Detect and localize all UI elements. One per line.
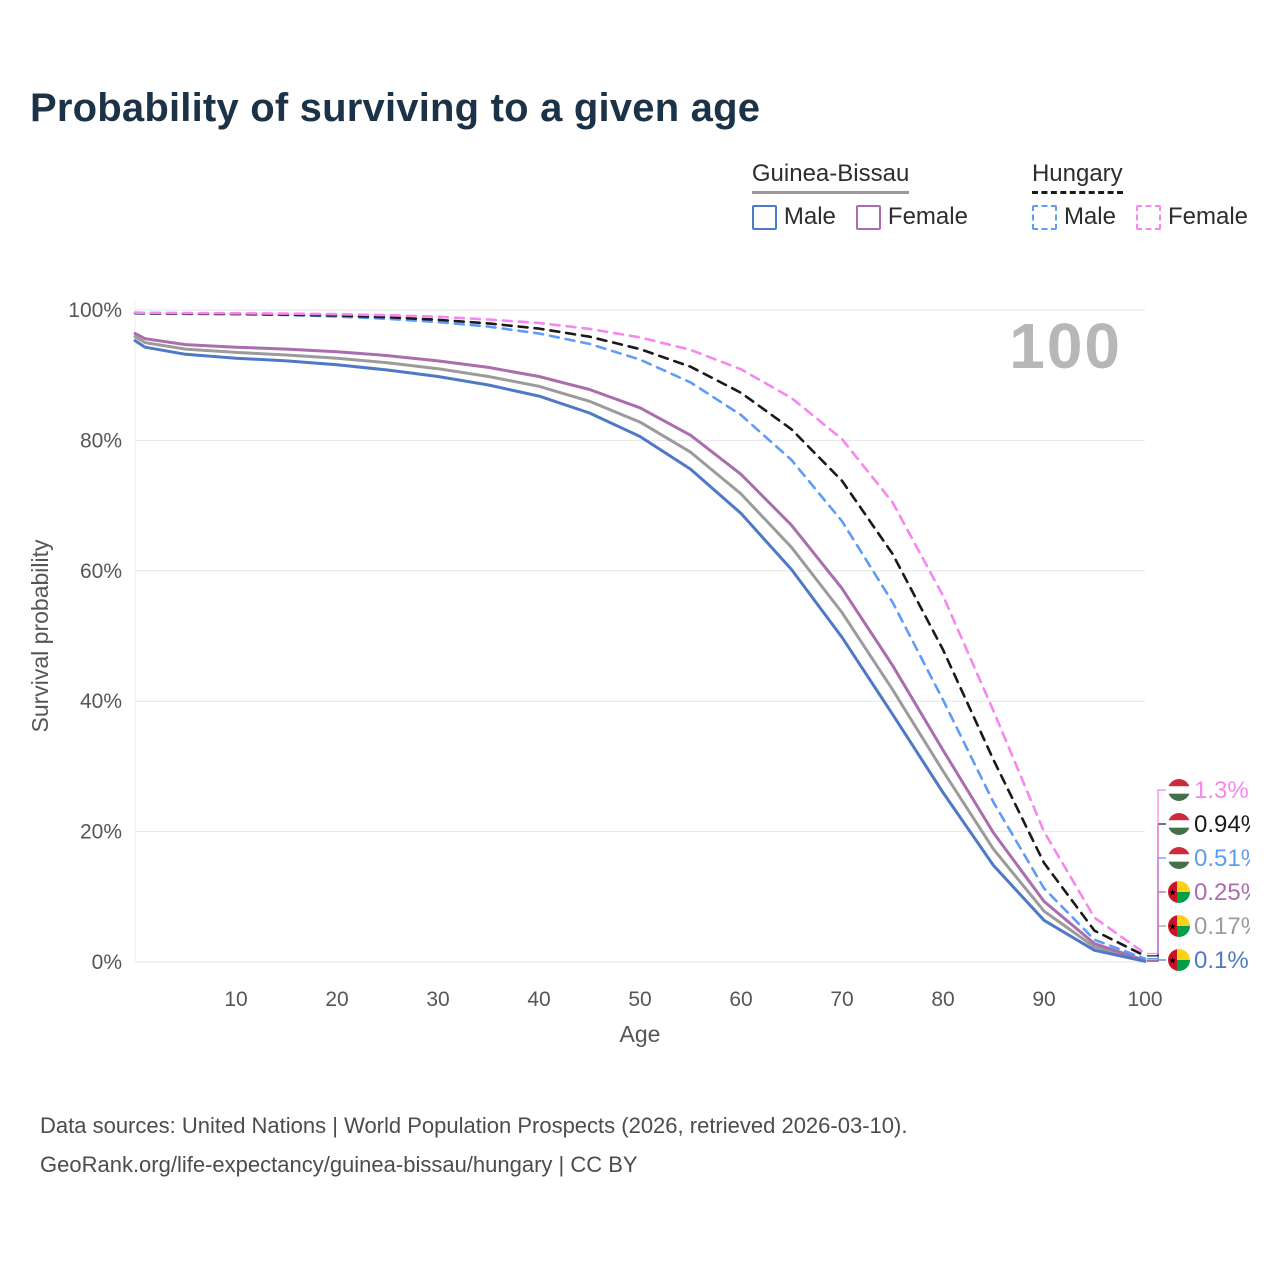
guinea-bissau-flag-icon: ★	[1168, 915, 1190, 937]
attribution-text: GeoRank.org/life-expectancy/guinea-bissa…	[40, 1152, 638, 1177]
guinea-bissau-flag-icon: ★	[1168, 949, 1190, 971]
x-tick-label: 10	[224, 988, 247, 1011]
leader-line	[1147, 823, 1166, 957]
x-tick-label: 20	[325, 988, 348, 1011]
survival-curves-svg: 0% 20% 40% 60% 80% 100% 10 20 30 40 50 60 70 80 90 100 1…	[30, 299, 1250, 1047]
watermark: 100	[1009, 310, 1122, 382]
x-tick-label: 50	[628, 988, 651, 1011]
x-tick-label: 30	[426, 988, 449, 1011]
y-tick-label: 40%	[80, 690, 122, 713]
leader-line	[1147, 857, 1166, 960]
x-tick-label: 70	[830, 988, 853, 1011]
legend-entry-hungary-male[interactable]: Male	[1031, 203, 1116, 231]
svg-text:★: ★	[1168, 955, 1176, 965]
end-value-label: 0.17%	[1194, 913, 1250, 940]
x-tick-label: 80	[931, 988, 954, 1011]
series-line-guinea-bissau-both-sexes[interactable]	[133, 335, 1147, 963]
end-value-label: 1.3%	[1194, 777, 1249, 804]
series-line-hungary-both-sexes[interactable]	[133, 311, 1147, 958]
x-tick-label: 60	[729, 988, 752, 1011]
svg-text:★: ★	[1168, 887, 1176, 897]
legend-entry-label: Female	[887, 203, 968, 230]
guinea-bissau-female-swatch-icon	[855, 204, 881, 230]
series-line-guinea-bissau-male[interactable]	[133, 339, 1147, 963]
series-line-guinea-bissau-female[interactable]	[133, 332, 1147, 962]
legend-entry-label: Female	[1167, 203, 1248, 230]
footer: Data sources: United Nations | World Pop…	[40, 1106, 907, 1184]
legend-group-title-guinea-bissau: Guinea-Bissau	[751, 160, 910, 194]
hungary-male-swatch-icon	[1031, 204, 1057, 230]
y-tick-label: 0%	[92, 951, 122, 974]
y-tick-label: 60%	[80, 560, 122, 583]
series-line-hungary-male[interactable]	[133, 311, 1147, 961]
legend-entry-hungary-female[interactable]: Female	[1135, 203, 1248, 231]
y-tick-label: 100%	[68, 299, 122, 322]
legend-entry-guinea-bissau-female[interactable]: Female	[855, 203, 968, 231]
x-axis-title: Age	[620, 1021, 661, 1047]
series-line-hungary-female[interactable]	[133, 311, 1147, 955]
hungary-flag-icon	[1168, 813, 1190, 835]
y-tick-label: 80%	[80, 429, 122, 452]
x-tick-label: 40	[527, 988, 550, 1011]
leader-line	[1147, 789, 1166, 955]
survival-chart: 0% 20% 40% 60% 80% 100% 10 20 30 40 50 60 70 80 90 100 1…	[30, 280, 1250, 1080]
x-tick-label: 90	[1032, 988, 1055, 1011]
legend-entries-hungary: Male Female	[1031, 203, 1248, 231]
legend-group-guinea-bissau: Guinea-Bissau Male Female	[751, 160, 968, 231]
legend-entry-label: Male	[783, 203, 836, 230]
legend-entry-label: Male	[1063, 203, 1116, 230]
hungary-flag-icon	[1168, 847, 1190, 869]
end-value-label: 0.1%	[1194, 947, 1249, 974]
guinea-bissau-male-swatch-icon	[751, 204, 777, 230]
hungary-flag-icon	[1168, 779, 1190, 801]
end-value-label: 0.94%	[1194, 811, 1250, 838]
end-value-label: 0.25%	[1194, 879, 1250, 906]
legend-entry-guinea-bissau-male[interactable]: Male	[751, 203, 836, 231]
end-value-label: 0.51%	[1194, 845, 1250, 872]
legend-entries-guinea-bissau: Male Female	[751, 203, 968, 231]
svg-text:★: ★	[1168, 921, 1176, 931]
hungary-female-swatch-icon	[1135, 204, 1161, 230]
x-tick-label: 100	[1127, 988, 1162, 1011]
chart-title: Probability of surviving to a given age	[30, 86, 761, 130]
y-axis-title: Survival probability	[30, 539, 53, 733]
legend-group-hungary: Hungary Male Female	[1031, 160, 1248, 231]
legend-group-title-hungary: Hungary	[1031, 160, 1123, 194]
data-sources-text: Data sources: United Nations | World Pop…	[40, 1113, 908, 1138]
guinea-bissau-flag-icon: ★	[1168, 881, 1190, 903]
y-tick-label: 20%	[80, 821, 122, 844]
legend: Guinea-Bissau Male Female Hungary Male	[751, 160, 1248, 231]
